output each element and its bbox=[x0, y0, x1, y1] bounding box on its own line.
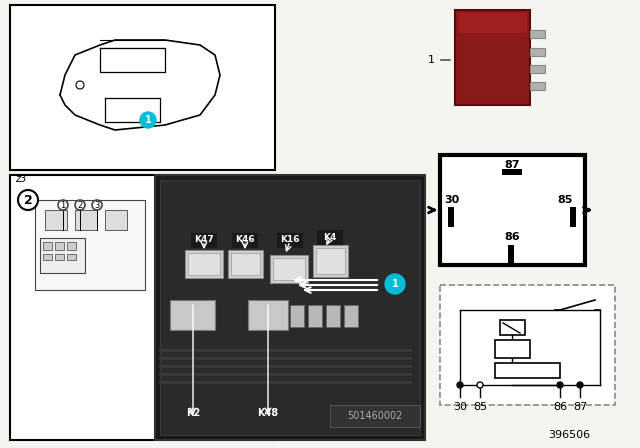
Circle shape bbox=[58, 200, 68, 210]
Text: K2: K2 bbox=[186, 408, 200, 418]
Bar bbox=[277, 233, 303, 248]
Bar bbox=[55, 242, 64, 250]
Text: 1: 1 bbox=[428, 55, 450, 65]
Bar bbox=[155, 175, 425, 440]
Circle shape bbox=[577, 383, 582, 388]
Circle shape bbox=[557, 382, 563, 388]
Bar bbox=[160, 180, 420, 435]
Bar bbox=[45, 210, 67, 230]
Text: 30: 30 bbox=[444, 195, 460, 205]
Text: 85: 85 bbox=[557, 195, 573, 205]
Bar bbox=[440, 155, 585, 265]
Bar bbox=[455, 10, 530, 105]
Text: 1: 1 bbox=[392, 279, 398, 289]
Text: 86: 86 bbox=[504, 232, 520, 242]
Bar bbox=[316, 248, 345, 274]
Bar bbox=[10, 5, 275, 170]
Text: 86: 86 bbox=[553, 402, 567, 412]
Circle shape bbox=[457, 382, 463, 388]
Bar bbox=[43, 242, 52, 250]
Bar bbox=[502, 169, 522, 175]
Bar bbox=[317, 230, 343, 245]
Text: 87: 87 bbox=[504, 160, 520, 170]
Bar bbox=[67, 254, 76, 260]
Text: 85: 85 bbox=[473, 402, 487, 412]
Bar bbox=[228, 250, 263, 278]
Text: K47: K47 bbox=[194, 236, 214, 245]
Bar bbox=[232, 233, 258, 248]
Text: K4: K4 bbox=[323, 233, 337, 241]
Bar bbox=[170, 300, 215, 330]
Bar bbox=[55, 254, 64, 260]
Circle shape bbox=[75, 200, 85, 210]
Bar bbox=[270, 255, 308, 283]
Bar bbox=[273, 258, 305, 280]
Bar bbox=[330, 405, 420, 427]
Bar bbox=[530, 82, 545, 90]
Circle shape bbox=[18, 190, 38, 210]
Circle shape bbox=[76, 81, 84, 89]
Bar bbox=[35, 200, 145, 290]
Bar bbox=[448, 207, 454, 227]
Text: 2: 2 bbox=[24, 194, 33, 207]
Circle shape bbox=[140, 112, 156, 128]
Bar bbox=[495, 363, 560, 378]
Bar bbox=[185, 250, 223, 278]
Bar bbox=[10, 175, 275, 440]
Bar bbox=[231, 253, 260, 275]
Circle shape bbox=[557, 383, 563, 388]
Bar bbox=[191, 233, 217, 248]
Bar bbox=[313, 245, 348, 277]
Text: 396506: 396506 bbox=[548, 430, 590, 440]
Bar bbox=[495, 340, 530, 358]
Bar bbox=[40, 238, 85, 273]
Bar bbox=[290, 305, 304, 327]
Bar bbox=[458, 13, 527, 33]
Text: z3: z3 bbox=[15, 174, 26, 184]
Bar bbox=[248, 300, 288, 330]
Bar bbox=[308, 305, 322, 327]
Bar bbox=[508, 245, 514, 265]
Bar bbox=[530, 65, 545, 73]
Bar bbox=[530, 48, 545, 56]
Bar bbox=[344, 305, 358, 327]
Circle shape bbox=[458, 383, 463, 388]
Bar bbox=[570, 207, 576, 227]
Text: 87: 87 bbox=[573, 402, 587, 412]
Bar bbox=[188, 253, 220, 275]
Circle shape bbox=[385, 274, 405, 294]
Text: 501460002: 501460002 bbox=[348, 411, 403, 421]
Text: K48: K48 bbox=[257, 408, 278, 418]
Text: 1: 1 bbox=[60, 201, 66, 210]
Text: K46: K46 bbox=[235, 236, 255, 245]
Text: 1: 1 bbox=[145, 115, 152, 125]
Bar bbox=[326, 305, 340, 327]
Circle shape bbox=[477, 382, 483, 388]
Bar bbox=[75, 210, 97, 230]
Text: 3: 3 bbox=[94, 201, 100, 210]
Circle shape bbox=[92, 200, 102, 210]
Circle shape bbox=[577, 382, 583, 388]
Bar bbox=[67, 242, 76, 250]
Bar bbox=[105, 210, 127, 230]
Text: 2: 2 bbox=[77, 201, 83, 210]
Bar bbox=[440, 285, 615, 405]
Text: K16: K16 bbox=[280, 236, 300, 245]
Bar bbox=[43, 254, 52, 260]
Bar bbox=[530, 30, 545, 38]
Bar bbox=[500, 320, 525, 335]
Text: 30: 30 bbox=[453, 402, 467, 412]
